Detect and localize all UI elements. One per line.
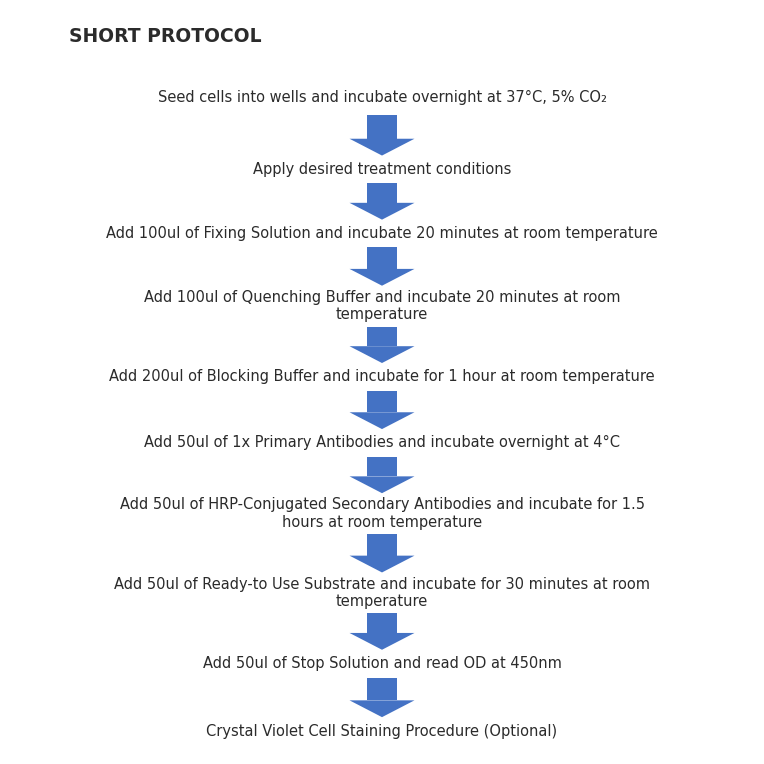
Polygon shape [367, 115, 397, 139]
Polygon shape [367, 183, 397, 202]
Polygon shape [367, 534, 397, 555]
Polygon shape [350, 269, 414, 286]
Text: Crystal Violet Cell Staining Procedure (Optional): Crystal Violet Cell Staining Procedure (… [206, 724, 558, 739]
Polygon shape [367, 390, 397, 413]
Polygon shape [350, 701, 414, 717]
Text: SHORT PROTOCOL: SHORT PROTOCOL [69, 27, 261, 46]
Polygon shape [350, 202, 414, 219]
Text: Add 50ul of HRP-Conjugated Secondary Antibodies and incubate for 1.5
hours at ro: Add 50ul of HRP-Conjugated Secondary Ant… [119, 497, 645, 530]
Text: Seed cells into wells and incubate overnight at 37°C, 5% CO₂: Seed cells into wells and incubate overn… [157, 90, 607, 105]
Polygon shape [350, 346, 414, 363]
Polygon shape [350, 555, 414, 572]
Polygon shape [367, 327, 397, 346]
Polygon shape [350, 139, 414, 156]
Text: Apply desired treatment conditions: Apply desired treatment conditions [253, 162, 511, 177]
Text: Add 200ul of Blocking Buffer and incubate for 1 hour at room temperature: Add 200ul of Blocking Buffer and incubat… [109, 369, 655, 384]
Text: Add 50ul of Ready-to Use Substrate and incubate for 30 minutes at room
temperatu: Add 50ul of Ready-to Use Substrate and i… [114, 577, 650, 609]
Polygon shape [350, 633, 414, 649]
Text: Add 100ul of Quenching Buffer and incubate 20 minutes at room
temperature: Add 100ul of Quenching Buffer and incuba… [144, 290, 620, 322]
Polygon shape [350, 477, 414, 494]
Polygon shape [367, 248, 397, 269]
Text: Add 100ul of Fixing Solution and incubate 20 minutes at room temperature: Add 100ul of Fixing Solution and incubat… [106, 226, 658, 241]
Polygon shape [367, 613, 397, 633]
Polygon shape [367, 457, 397, 477]
Polygon shape [350, 413, 414, 429]
Text: Add 50ul of 1x Primary Antibodies and incubate overnight at 4°C: Add 50ul of 1x Primary Antibodies and in… [144, 435, 620, 451]
Polygon shape [367, 678, 397, 701]
Text: Add 50ul of Stop Solution and read OD at 450nm: Add 50ul of Stop Solution and read OD at… [202, 656, 562, 671]
